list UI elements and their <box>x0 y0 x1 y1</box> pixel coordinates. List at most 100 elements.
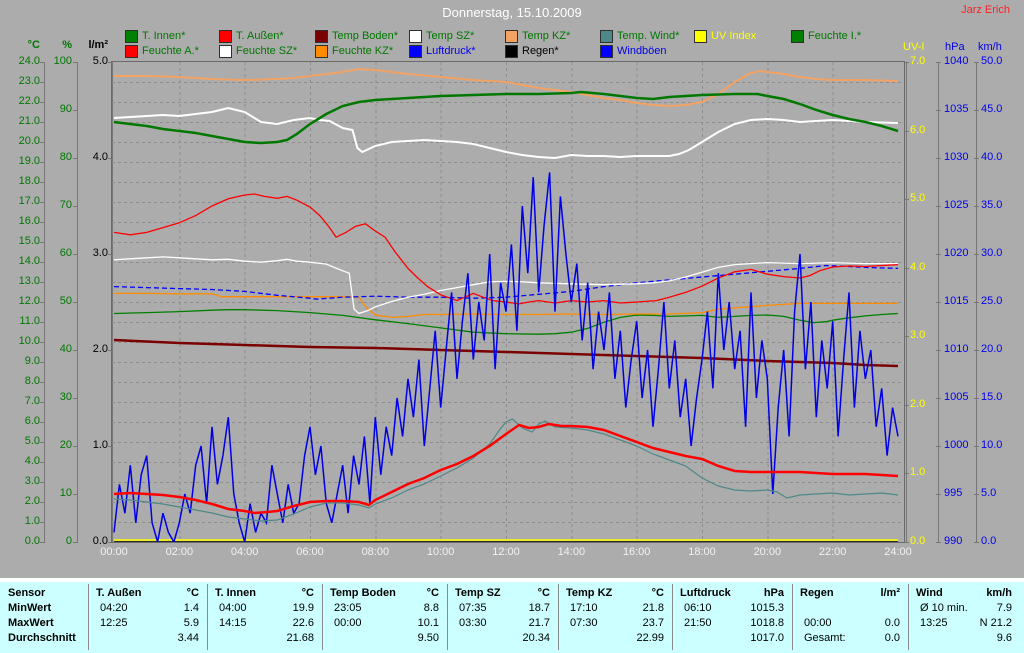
time-label: 08:00 <box>361 546 390 558</box>
series-feuchte_sz <box>113 256 898 315</box>
axis-tick <box>73 158 78 159</box>
axis-tick-label: 5.0 <box>92 55 108 67</box>
legend-item: Luftdruck* <box>409 44 476 58</box>
axis-tick-label: 14.0 <box>18 255 40 267</box>
table-time-cell: 00:00 <box>804 617 832 629</box>
axis-tick-label: 35.0 <box>981 199 1003 211</box>
axis-tick-label: 7.0 <box>24 395 40 407</box>
table-value-cell: 21.7 <box>528 617 550 629</box>
axis-tick-label: 6.0 <box>24 415 40 427</box>
table-col-name: Temp KZ <box>566 587 613 599</box>
time-label: 04:00 <box>230 546 259 558</box>
axis-tick <box>936 206 941 207</box>
legend-item: Regen* <box>505 44 559 58</box>
axis-tick-label: 0 <box>65 535 72 547</box>
axis-tick-label: 8.0 <box>24 375 40 387</box>
axis-tick-label: 30.0 <box>981 247 1003 259</box>
legend-color-swatch-icon <box>600 44 613 58</box>
axis-tick-label: 2.0 <box>92 343 108 355</box>
axis-tick-label: 40 <box>59 343 72 355</box>
axis-tick <box>40 302 45 303</box>
axis-tick-label: 1.0 <box>24 515 40 527</box>
legend-item: Temp SZ* <box>409 29 475 43</box>
series-feuchte_kz <box>114 292 898 319</box>
axis-tick-label: 6.0 <box>910 123 926 136</box>
axis-tick <box>40 222 45 223</box>
legend-label: Feuchte A.* <box>142 45 199 57</box>
axis-tick <box>974 494 979 495</box>
legend-color-swatch-icon <box>409 44 422 58</box>
table-value-cell: 0.0 <box>884 632 900 644</box>
legend-item: T. Außen* <box>219 29 284 43</box>
table-time-cell: 17:10 <box>570 602 598 614</box>
table-row-header: MinWert <box>8 602 52 614</box>
axis-tick <box>936 350 941 351</box>
axis-tick <box>40 62 45 63</box>
axis-tick-label: 100 <box>53 55 72 67</box>
legend-label: Temp Boden* <box>332 30 399 42</box>
axis-tick <box>974 254 979 255</box>
series-t_aussen <box>113 422 899 515</box>
table-time-cell: 03:30 <box>459 617 487 629</box>
table-value-cell: 9.50 <box>417 632 439 644</box>
axis-tick-label: 13.0 <box>18 275 40 287</box>
legend-color-swatch-icon <box>315 29 328 43</box>
axis-tick <box>904 130 909 132</box>
axis-tick-label: 1.0 <box>910 466 926 479</box>
legend-color-swatch-icon <box>694 29 707 43</box>
axis-tick <box>40 182 45 183</box>
axis-tick-label: 15.0 <box>981 391 1003 403</box>
table-value-cell: 8.8 <box>423 602 439 614</box>
axis-tick-label: 3.0 <box>24 475 40 487</box>
axis-tick-label: 45.0 <box>981 103 1003 115</box>
axis-tick <box>40 422 45 423</box>
axis-tick <box>73 62 78 63</box>
table-value-cell: 21.8 <box>642 602 664 614</box>
axis-tick <box>108 158 113 159</box>
axis-tick-label: 1.0 <box>92 439 108 451</box>
table-col-name: T. Innen <box>215 587 256 599</box>
legend-color-swatch-icon <box>505 44 518 58</box>
legend-color-swatch-icon <box>505 29 518 43</box>
legend-label: T. Innen* <box>142 30 186 42</box>
unit-label-pressure: hPa <box>945 41 965 53</box>
time-label: 10:00 <box>426 546 455 558</box>
axis-tick-label: 4.0 <box>24 455 40 467</box>
table-value-cell: 9.6 <box>996 632 1012 644</box>
table-time-cell: 00:00 <box>334 617 362 629</box>
table-separator <box>322 584 323 650</box>
table-col-name: Luftdruck <box>680 587 731 599</box>
table-value-cell: 1018.8 <box>750 617 784 629</box>
series-feuchte_i <box>113 309 899 335</box>
axis-tick <box>108 542 113 543</box>
axis-tick-label: 20.0 <box>18 135 40 147</box>
legend-color-swatch-icon <box>219 29 232 43</box>
legend-item: Windböen <box>600 44 667 58</box>
table-time-cell: 07:30 <box>570 617 598 629</box>
axis-tick-label: 10.0 <box>18 335 40 347</box>
table-col-unit: °C <box>651 587 664 599</box>
axis-tick <box>974 110 979 111</box>
unit-label-celsius: °C <box>27 39 40 51</box>
table-divider <box>0 578 1024 582</box>
page-title: Donnerstag, 15.10.2009 <box>442 5 582 20</box>
axis-tick <box>936 542 941 543</box>
axis-tick <box>40 122 45 123</box>
time-label: 06:00 <box>296 546 324 558</box>
table-value-cell: 10.1 <box>417 617 439 629</box>
table-time-cell: 14:15 <box>219 617 247 629</box>
axis-tick <box>73 302 78 303</box>
table-col-unit: °C <box>537 587 550 599</box>
axis-tick <box>40 202 45 203</box>
axis-tick <box>936 494 941 495</box>
axis-tick-label: 2.0 <box>910 397 926 410</box>
legend-label: Temp SZ* <box>426 30 475 42</box>
axis-tick-label: 995 <box>944 487 963 499</box>
table-separator <box>672 584 673 650</box>
axis-tick <box>40 282 45 283</box>
axis-tick <box>936 446 941 447</box>
axis-tick <box>73 398 78 399</box>
axis-tick <box>936 302 941 303</box>
table-row-header: MaxWert <box>8 617 54 629</box>
axis-tick-label: 3.0 <box>910 329 926 342</box>
